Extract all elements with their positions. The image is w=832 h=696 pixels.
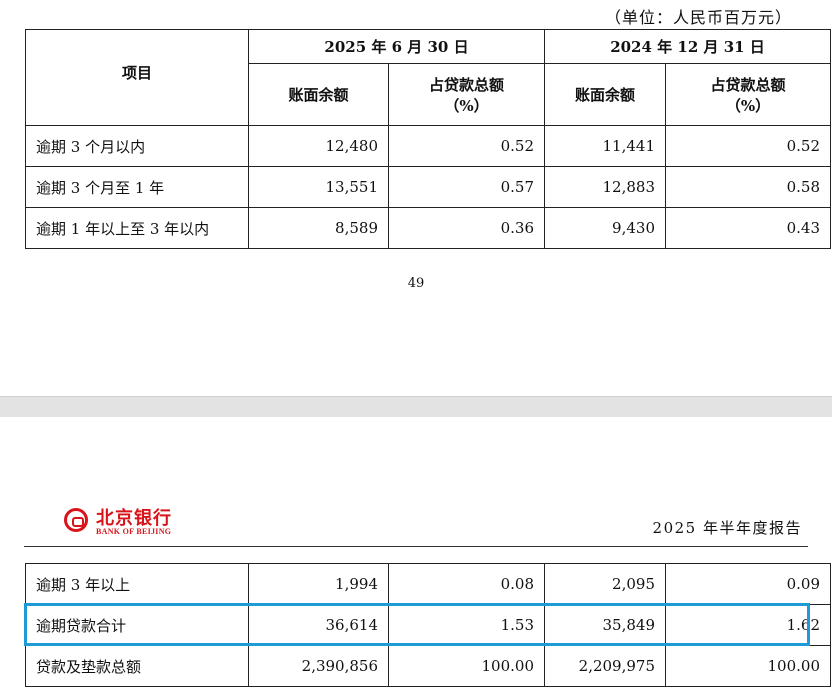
cell-balance: 1,994	[248, 563, 389, 605]
pct-header-1: 占贷款总额 （%）	[388, 63, 545, 126]
report-title: 2025 年半年度报告	[652, 519, 802, 537]
table-row: 逾期 1 年以上至 3 年以内 8,589 0.36 9,430 0.43	[25, 207, 831, 249]
cell-pct: 0.36	[388, 207, 545, 249]
cell-pct: 100.00	[388, 645, 545, 687]
header-divider	[24, 546, 808, 547]
row-label: 逾期 3 个月至 1 年	[25, 166, 249, 208]
cell-balance: 2,390,856	[248, 645, 389, 687]
balance-header-1: 账面余额	[248, 63, 389, 126]
row-label: 逾期 3 年以上	[25, 563, 249, 605]
bank-logo-icon	[64, 508, 88, 532]
cell-pct: 0.52	[388, 125, 545, 167]
cell-balance: 12,480	[248, 125, 389, 167]
cell-balance: 2,209,975	[544, 645, 666, 687]
cell-pct: 0.57	[388, 166, 545, 208]
table-row: 逾期 3 年以上 1,994 0.08 2,095 0.09	[25, 563, 831, 605]
page-number: 49	[407, 276, 425, 291]
page-separator	[0, 396, 832, 418]
logo-en-text: BANK OF BEIJING	[96, 527, 172, 536]
bank-logo: 北京银行 BANK OF BEIJING	[64, 506, 224, 542]
unit-note: （单位：人民币百万元）	[604, 8, 792, 27]
cell-balance: 12,883	[544, 166, 666, 208]
row-label: 贷款及垫款总额	[25, 645, 249, 687]
overdue-loans-table-continued: 逾期 3 年以上 1,994 0.08 2,095 0.09 逾期贷款合计 36…	[25, 563, 831, 687]
cell-pct: 0.58	[665, 166, 831, 208]
balance-header-2: 账面余额	[544, 63, 666, 126]
logo-cn-text: 北京银行	[96, 508, 172, 529]
date2-header: 2024 年 12 月 31 日	[544, 29, 831, 64]
cell-balance: 13,551	[248, 166, 389, 208]
cell-pct: 100.00	[665, 645, 831, 687]
pct-header-2: 占贷款总额 （%）	[665, 63, 831, 126]
table-row: 逾期 3 个月以内 12,480 0.52 11,441 0.52	[25, 125, 831, 167]
item-header: 项目	[25, 29, 249, 126]
cell-balance: 9,430	[544, 207, 666, 249]
table-row: 贷款及垫款总额 2,390,856 100.00 2,209,975 100.0…	[25, 645, 831, 687]
cell-balance: 2,095	[544, 563, 666, 605]
report-page-top: （单位：人民币百万元） 项目 2025 年 6 月 30 日 2024 年 12…	[25, 8, 831, 291]
row-label: 逾期 3 个月以内	[25, 125, 249, 167]
cell-pct: 1.62	[665, 604, 831, 646]
cell-pct: 1.53	[388, 604, 545, 646]
row-label: 逾期 1 年以上至 3 年以内	[25, 207, 249, 249]
report-page-bottom: 北京银行 BANK OF BEIJING 2025 年半年度报告 逾期 3 年以…	[0, 417, 832, 696]
cell-pct: 0.43	[665, 207, 831, 249]
cell-balance: 11,441	[544, 125, 666, 167]
cell-pct: 0.09	[665, 563, 831, 605]
cell-pct: 0.52	[665, 125, 831, 167]
cell-balance: 8,589	[248, 207, 389, 249]
cell-pct: 0.08	[388, 563, 545, 605]
highlight-box	[24, 603, 810, 646]
overdue-loans-table: 项目 2025 年 6 月 30 日 2024 年 12 月 31 日 账面余额…	[25, 29, 831, 249]
table-row: 逾期 3 个月至 1 年 13,551 0.57 12,883 0.58	[25, 166, 831, 208]
date1-header: 2025 年 6 月 30 日	[248, 29, 545, 64]
